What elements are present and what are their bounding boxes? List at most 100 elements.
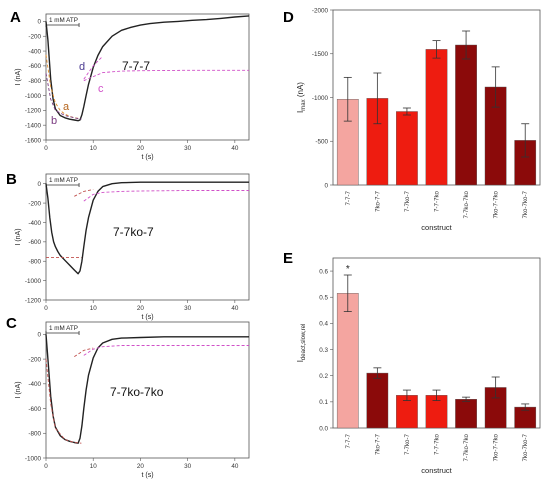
y-tick-label: -800 [28, 431, 41, 438]
y-tick-label: 0 [324, 182, 328, 189]
curve-label-a: a [63, 101, 70, 113]
curve-label-d: d [79, 61, 85, 73]
category-label: 7ko-7ko-7 [522, 190, 529, 218]
y-axis-label-subscript: deact,slow,rel [301, 324, 307, 360]
fit-curve-line [74, 189, 94, 197]
construct-annotation: 7-7ko-7ko [110, 385, 164, 399]
current-trace-line [45, 15, 250, 122]
y-tick-label: 0 [37, 19, 41, 26]
significance-marker: * [346, 264, 350, 275]
y-tick-label: -600 [28, 406, 41, 413]
curve-label-c: c [98, 83, 104, 95]
y-tick-label: -1600 [25, 137, 42, 144]
y-tick-label: 0.3 [319, 347, 328, 354]
y-axis-label-main: I [296, 111, 305, 113]
bar [455, 399, 477, 429]
x-tick-label: 40 [231, 463, 239, 470]
y-tick-label: -1500 [312, 51, 329, 58]
category-label: 7-7ko-7 [404, 190, 411, 212]
y-tick-label: -800 [28, 259, 41, 266]
fit-curve-line [45, 359, 82, 444]
y-tick-label: -400 [28, 48, 41, 55]
panel-letter-c: C [6, 315, 17, 332]
category-label: 7-7-7ko [434, 190, 441, 212]
category-label: 7ko-7-7 [374, 190, 381, 212]
category-label: 7-7ko-7 [404, 433, 411, 455]
panel-letter-d: D [283, 9, 294, 26]
bar [455, 44, 477, 186]
x-tick-label: 0 [44, 463, 48, 470]
y-tick-label: -1000 [312, 95, 329, 102]
plot-frame [45, 13, 250, 141]
panel-letter-a: A [10, 9, 21, 26]
y-tick-label: -200 [28, 200, 41, 207]
x-tick-label: 0 [44, 305, 48, 312]
fit-curve-line [74, 347, 94, 357]
y-tick-label: 0.4 [319, 321, 328, 328]
x-tick-label: 30 [184, 145, 192, 152]
fit-curve-line [45, 54, 80, 119]
bar [396, 111, 418, 186]
y-tick-label: 0.1 [319, 399, 328, 406]
x-axis-label: t (s) [141, 314, 153, 321]
y-axis-label: I (nA) [15, 381, 22, 398]
y-tick-label: 0.6 [319, 268, 328, 275]
x-tick-label: 20 [137, 463, 145, 470]
y-axis-label-unit: (nA) [296, 82, 305, 100]
category-label: 7ko-7-7ko [493, 433, 500, 461]
panel-letter-b: B [6, 171, 17, 188]
panel-letter-e: E [283, 250, 293, 267]
y-tick-label: -1000 [25, 278, 42, 285]
plot-frame [45, 173, 250, 301]
category-label: 7ko-7ko-7 [522, 433, 529, 461]
y-tick-label: -500 [315, 139, 328, 146]
y-axis-label-subscript: max [301, 99, 307, 110]
current-trace-line [45, 181, 249, 275]
panel-d-bar-chart: 0 -500 -1000 -1500 -2000 7-7-7 7ko-7-7 7-7ko-7 7… [296, 7, 541, 232]
y-tick-label: -600 [28, 63, 41, 70]
bar [425, 49, 448, 186]
curve-label-b: b [51, 115, 57, 127]
x-axis-label: t (s) [141, 472, 153, 479]
stimulus-label: 1 mM ATP [49, 177, 78, 184]
y-tick-label: -2000 [312, 7, 329, 14]
y-tick-label: -1200 [25, 297, 42, 304]
y-tick-label: 0.0 [319, 425, 328, 432]
category-label: 7-7ko-7ko [463, 433, 470, 461]
fit-curve-line [45, 73, 82, 120]
stimulus-label: 1 mM ATP [49, 17, 78, 24]
current-trace-line [45, 334, 249, 444]
x-tick-label: 20 [137, 145, 145, 152]
y-tick-label: 0 [37, 332, 41, 339]
y-tick-label: -200 [28, 356, 41, 363]
panel-e-bar-chart: 0.0 0.1 0.2 0.3 0.4 0.5 0.6 7-7-7 * 7ko-7-7 7-7ko-… [296, 257, 541, 475]
y-tick-label: -400 [28, 220, 41, 227]
y-axis-label: Ideact,slow,rel [296, 324, 307, 363]
fit-curve-line [83, 69, 249, 82]
fit-curve-line [83, 55, 104, 80]
x-tick-label: 0 [44, 145, 48, 152]
construct-annotation: 7-7-7 [122, 59, 150, 73]
category-label: 7-7-7ko [434, 433, 441, 455]
fit-curve-line [83, 190, 249, 202]
x-tick-label: 10 [90, 463, 98, 470]
category-label: 7-7ko-7ko [463, 190, 470, 218]
bar [336, 293, 359, 429]
category-label: 7-7-7 [345, 190, 352, 205]
x-tick-label: 10 [90, 145, 98, 152]
x-axis-label: construct [421, 466, 452, 475]
y-tick-label: 0.2 [319, 373, 328, 380]
y-tick-label: -1200 [25, 108, 42, 115]
category-label: 7ko-7-7 [374, 433, 381, 455]
x-axis-label: t (s) [141, 154, 153, 161]
y-tick-label: -800 [28, 78, 41, 85]
plot-frame [45, 321, 250, 459]
bar [366, 372, 389, 429]
fit-curve-line [83, 345, 249, 356]
category-label: 7ko-7-7ko [493, 190, 500, 218]
y-axis-label-main: I [296, 360, 305, 362]
y-tick-label: -1000 [25, 93, 42, 100]
